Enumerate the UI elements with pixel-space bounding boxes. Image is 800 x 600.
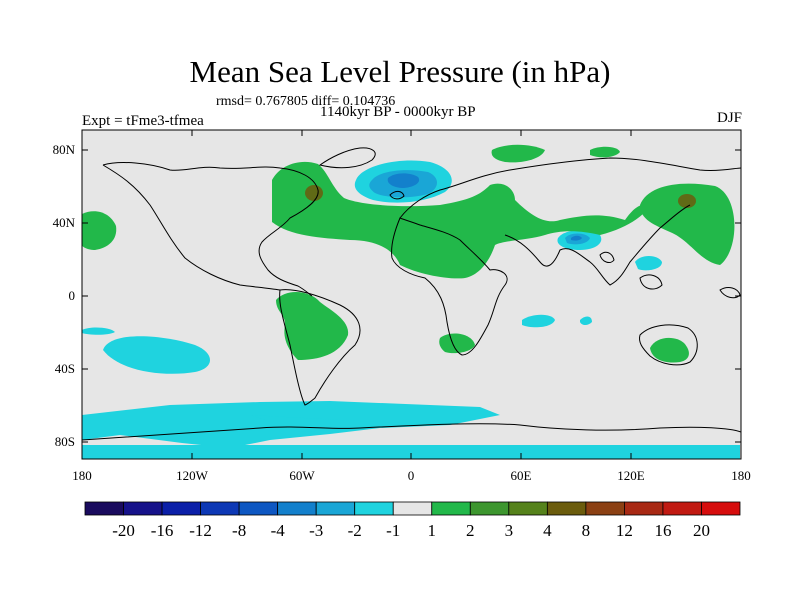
colorbar-box bbox=[431, 501, 471, 516]
colorbar-box bbox=[469, 501, 510, 516]
colorbar-box bbox=[277, 501, 317, 516]
colorbar-label: -8 bbox=[232, 521, 246, 540]
stats-line: rmsd= 0.767805 diff= 0.104736 bbox=[216, 94, 396, 109]
colorbar-label: -4 bbox=[271, 521, 286, 540]
y-tick-80s: 80S bbox=[55, 434, 75, 449]
colorbar-box bbox=[508, 501, 548, 516]
colorbar-label: 2 bbox=[466, 521, 475, 540]
x-tick-labels: 180 120W 60W 0 60E 120E 180 bbox=[72, 468, 751, 483]
colorbar-label: -16 bbox=[151, 521, 174, 540]
x-tick-60e: 60E bbox=[511, 468, 532, 483]
y-tick-0: 0 bbox=[69, 288, 76, 303]
x-tick-180e: 180 bbox=[731, 468, 751, 483]
colorbar-label: 1 bbox=[428, 521, 437, 540]
colorbar-box bbox=[354, 501, 394, 516]
colorbar-label: 12 bbox=[616, 521, 633, 540]
negative-anomaly-core bbox=[369, 170, 590, 245]
y-tick-40n: 40N bbox=[53, 215, 76, 230]
colorbar-box bbox=[200, 501, 240, 516]
x-tick-0: 0 bbox=[408, 468, 415, 483]
negative-anomaly-regions bbox=[82, 160, 740, 459]
y-axis-ticks bbox=[82, 149, 741, 443]
period-subtitle: 1140kyr BP - 0000kyr BP bbox=[320, 104, 476, 120]
colorbar-box bbox=[585, 501, 625, 516]
colorbar-box bbox=[392, 501, 433, 516]
coastlines bbox=[82, 147, 741, 441]
experiment-label: Expt = tFme3-tfmea bbox=[82, 113, 204, 129]
x-axis-ticks bbox=[81, 130, 742, 459]
y-tick-80n: 80N bbox=[53, 142, 76, 157]
colorbar-box bbox=[161, 501, 201, 516]
colorbar-label: 4 bbox=[543, 521, 552, 540]
colorbar-label: 3 bbox=[505, 521, 514, 540]
x-tick-120w: 120W bbox=[176, 468, 209, 483]
colorbar-box bbox=[624, 501, 664, 516]
y-tick-labels: 80N 40N 0 40S 80S bbox=[53, 142, 76, 449]
colorbar-box bbox=[546, 501, 587, 516]
colorbar-label: -2 bbox=[348, 521, 362, 540]
y-tick-40s: 40S bbox=[55, 361, 75, 376]
colorbar bbox=[84, 501, 741, 516]
colorbar-box bbox=[662, 501, 702, 516]
colorbar-labels: -20 -16 -12 -8 -4 -3 -2 -1 1 2 3 4 8 12 16 20 bbox=[112, 521, 710, 540]
colorbar-box bbox=[84, 501, 124, 516]
positive-anomaly-core bbox=[305, 185, 696, 208]
colorbar-label: -3 bbox=[309, 521, 323, 540]
colorbar-label: 20 bbox=[693, 521, 710, 540]
colorbar-box bbox=[238, 501, 279, 516]
colorbar-box bbox=[701, 501, 741, 516]
colorbar-label: 8 bbox=[582, 521, 591, 540]
plot-title: Mean Sea Level Pressure (in hPa) bbox=[189, 54, 611, 89]
colorbar-label: -1 bbox=[386, 521, 400, 540]
x-tick-180w: 180 bbox=[72, 468, 92, 483]
x-tick-120e: 120E bbox=[617, 468, 645, 483]
colorbar-box bbox=[315, 501, 356, 516]
colorbar-label: -20 bbox=[112, 521, 135, 540]
colorbar-label: -12 bbox=[189, 521, 212, 540]
x-tick-60w: 60W bbox=[289, 468, 315, 483]
colorbar-label: 16 bbox=[654, 521, 671, 540]
colorbar-box bbox=[123, 501, 163, 516]
season-label: DJF bbox=[716, 110, 742, 126]
positive-anomaly-regions bbox=[82, 144, 735, 363]
